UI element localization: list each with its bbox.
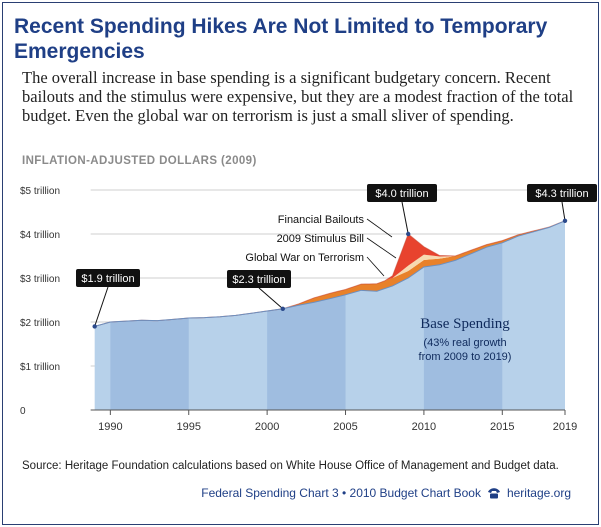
- y-tick-label: $4 trillion: [20, 230, 60, 241]
- callout-marker: [92, 324, 97, 329]
- callout-pointer: [401, 201, 409, 235]
- callout-label: $2.3 trillion: [232, 274, 285, 286]
- y-tick-label: 0: [20, 406, 26, 417]
- bell-icon: [487, 488, 500, 499]
- series-label: Financial Bailouts: [278, 214, 365, 226]
- x-tick-label: 2010: [412, 421, 436, 433]
- series-leader: [366, 218, 393, 238]
- callout-marker: [280, 306, 286, 311]
- series-leader: [366, 256, 385, 277]
- chart-title: Recent Spending Hikes Are Not Limited to…: [14, 15, 548, 63]
- callout-box: [76, 269, 140, 287]
- footer-credit: Federal Spending Chart 3 • 2010 Budget C…: [201, 486, 571, 500]
- callout-label: $1.9 trillion: [81, 273, 134, 285]
- base-spending-note-line1: (43% real growth: [423, 337, 506, 349]
- callout-label: $4.3 trillion: [535, 188, 588, 200]
- series-label: 2009 Stimulus Bill: [277, 233, 364, 245]
- x-tick-label: 1995: [176, 421, 200, 433]
- x-tick-label: 2005: [333, 421, 357, 433]
- callout-pointer: [258, 287, 284, 310]
- callout-box: [367, 184, 437, 202]
- chart-subtitle: The overall increase in base spending is…: [22, 68, 574, 125]
- source-text: Heritage Foundation calculations based o…: [64, 460, 559, 472]
- units-label: INFLATION-ADJUSTED DOLLARS (2009): [22, 155, 257, 167]
- y-tick-label: $3 trillion: [20, 274, 60, 285]
- base-spending-note-line2: from 2009 to 2019): [419, 351, 512, 363]
- callout-marker: [562, 218, 568, 223]
- x-tick-label: 2000: [255, 421, 279, 433]
- y-tick-label: $2 trillion: [20, 318, 60, 329]
- decade-band-2: [423, 220, 503, 410]
- callout-box: [527, 184, 597, 202]
- x-tick-label: 1990: [98, 421, 122, 433]
- site-link[interactable]: heritage.org: [506, 486, 571, 500]
- base-spending-label: Base Spending: [420, 316, 510, 332]
- callout-pointer: [561, 201, 566, 221]
- series-leader: [366, 237, 397, 259]
- spending-chart: 0 $1 trillion $2 trillion $3 trillion $4 tri…: [20, 184, 597, 433]
- callout-label: $4.0 trillion: [375, 188, 428, 200]
- callout-marker: [406, 231, 411, 237]
- layer-financial-bailouts: [384, 234, 456, 281]
- x-tick-label: 2015: [490, 421, 514, 433]
- x-tick-label: 2019: [553, 421, 577, 433]
- series-label: Global War on Terrorism: [245, 252, 364, 264]
- callout-box: [227, 270, 291, 288]
- source-note: Source: Heritage Foundation calculations…: [22, 459, 592, 473]
- source-label: Source:: [22, 460, 62, 472]
- layer-2009-stimulus-bill: [392, 254, 456, 278]
- decade-band-0: [110, 220, 189, 410]
- chart-credit: Federal Spending Chart 3 • 2010 Budget C…: [201, 486, 481, 500]
- y-tick-label: $5 trillion: [20, 186, 60, 197]
- base-outline: [94, 220, 566, 327]
- callout-pointer: [94, 286, 109, 327]
- y-tick-label: $1 trillion: [20, 362, 60, 373]
